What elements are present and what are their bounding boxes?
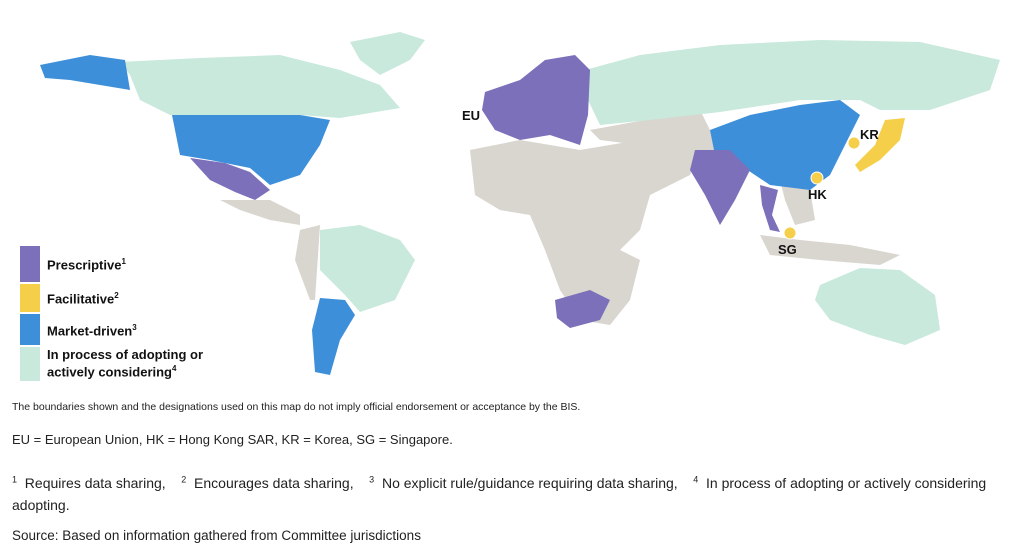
greenland	[350, 32, 425, 75]
legend-text: In process of adopting or actively consi…	[47, 347, 204, 380]
land	[760, 235, 900, 265]
land	[590, 110, 720, 150]
legend-label: In process of adopting or actively consi…	[47, 348, 232, 379]
mexico	[190, 158, 270, 200]
australia	[815, 268, 940, 345]
argentina	[312, 298, 355, 375]
map-label: EU	[462, 108, 480, 123]
footnote-text: In process of adopting or actively consi…	[12, 474, 987, 513]
legend-item: Market-driven3	[20, 314, 240, 345]
footnote-mark: 2	[181, 474, 187, 484]
abbreviations: EU = European Union, HK = Hong Kong SAR,…	[12, 432, 453, 447]
alaska	[40, 55, 130, 90]
legend-note: 4	[172, 364, 177, 374]
canada	[120, 55, 400, 118]
land	[295, 225, 320, 300]
legend-note: 2	[114, 291, 119, 301]
legend: Prescriptive1 Facilitative2 Market-driven3…	[20, 246, 240, 383]
map-label: HK	[808, 187, 827, 202]
legend-note: 3	[132, 322, 137, 332]
legend-swatch	[20, 284, 40, 312]
thailand	[760, 185, 780, 232]
legend-note: 1	[121, 257, 126, 267]
legend-swatch	[20, 347, 40, 381]
brazil	[320, 225, 415, 312]
map-label: KR	[860, 127, 879, 142]
legend-text: Prescriptive	[47, 257, 122, 273]
disclaimer: The boundaries shown and the designation…	[12, 401, 581, 413]
source: Source: Based on information gathered fr…	[12, 528, 421, 543]
sg-marker	[783, 226, 797, 240]
legend-item: Prescriptive1	[20, 246, 240, 282]
usa	[172, 115, 330, 185]
legend-swatch	[20, 314, 40, 345]
footnote-text: Encourages data sharing,	[194, 474, 354, 491]
legend-text: Facilitative	[47, 291, 115, 307]
legend-label: Market-driven3	[47, 321, 232, 338]
south-africa	[555, 290, 610, 328]
map-label: SG	[778, 242, 797, 257]
korea-marker	[847, 136, 861, 150]
russia	[585, 40, 1000, 125]
footnote: 3 No explicit rule/guidance requiring da…	[369, 474, 693, 491]
legend-label: Facilitative2	[47, 289, 232, 306]
india	[690, 150, 750, 225]
legend-text: Market-driven	[47, 323, 133, 339]
hk-marker	[810, 171, 824, 185]
legend-label: Prescriptive1	[47, 255, 232, 272]
footnote: 2 Encourages data sharing,	[181, 474, 369, 491]
footnotes: 1 Requires data sharing, 2 Encourages da…	[12, 468, 1012, 516]
footnote: 1 Requires data sharing,	[12, 474, 181, 491]
land	[780, 180, 815, 225]
footnote: 4 In process of adopting or actively con…	[12, 474, 987, 513]
footnote-text: Requires data sharing,	[24, 474, 166, 491]
legend-item: In process of adopting or actively consi…	[20, 347, 240, 381]
footnote-mark: 3	[369, 474, 375, 484]
footnote-text: No explicit rule/guidance requiring data…	[381, 474, 678, 491]
legend-item: Facilitative2	[20, 284, 240, 312]
land	[470, 140, 700, 325]
footnote-mark: 1	[12, 474, 18, 484]
europe	[482, 55, 590, 145]
land	[220, 200, 300, 225]
legend-swatch	[20, 246, 40, 282]
footnote-mark: 4	[693, 474, 699, 484]
japan	[855, 118, 905, 172]
world-map: EU HK KR SG	[40, 32, 1000, 375]
